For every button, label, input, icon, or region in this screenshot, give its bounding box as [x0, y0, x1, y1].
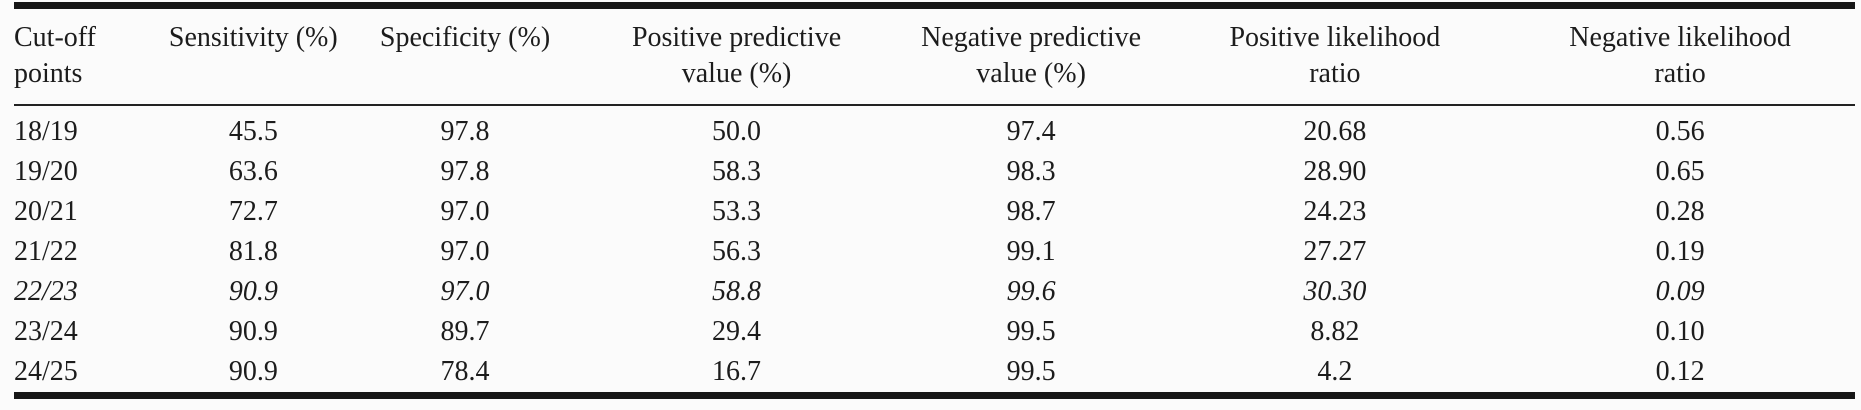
header-line: points — [14, 58, 83, 89]
col-header-negative-likelihood-ratio: Negative likelihood ratio — [1505, 5, 1855, 106]
header-row: Cut-off points Sensitivity (%) Specifici… — [14, 5, 1855, 106]
header-line: Positive predictive — [631, 22, 842, 53]
cell-npv: 98.7 — [1006, 196, 1056, 227]
cell-plr: 27.27 — [1303, 236, 1367, 267]
cell-specificity: 97.0 — [440, 196, 490, 227]
cell-plr: 8.82 — [1310, 316, 1360, 347]
table-row: 21/22 81.8 97.0 56.3 99.1 27.27 0.19 — [14, 232, 1855, 272]
col-header-specificity: Specificity (%) — [354, 5, 576, 106]
cell-cutoff: 21/22 — [14, 236, 78, 267]
cell-nlr: 0.12 — [1655, 356, 1705, 387]
cell-sensitivity: 72.7 — [228, 196, 278, 227]
cell-npv: 99.1 — [1006, 236, 1056, 267]
cell-nlr: 0.56 — [1655, 116, 1705, 147]
table-row-highlighted: 22/23 90.9 97.0 58.8 99.6 30.30 0.09 — [14, 272, 1855, 312]
cell-cutoff: 22/23 — [14, 276, 78, 307]
header-line: ratio — [1654, 58, 1706, 89]
cell-plr: 4.2 — [1317, 356, 1353, 387]
cell-specificity: 78.4 — [440, 356, 490, 387]
col-header-sensitivity: Sensitivity (%) — [152, 5, 355, 106]
cell-nlr: 0.28 — [1655, 196, 1705, 227]
cell-nlr: 0.65 — [1655, 156, 1705, 187]
header-line: value (%) — [976, 58, 1086, 89]
table-body: 18/19 45.5 97.8 50.0 97.4 20.68 0.56 19/… — [14, 105, 1855, 396]
cell-cutoff: 24/25 — [14, 356, 78, 387]
cell-plr: 24.23 — [1303, 196, 1367, 227]
cell-sensitivity: 81.8 — [228, 236, 278, 267]
cell-npv: 99.6 — [1006, 276, 1056, 307]
header-line: Negative predictive — [921, 22, 1142, 53]
cell-plr: 20.68 — [1303, 116, 1367, 147]
col-header-positive-predictive-value: Positive predictive value (%) — [575, 5, 898, 106]
table-row: 20/21 72.7 97.0 53.3 98.7 24.23 0.28 — [14, 192, 1855, 232]
header-line: Cut-off — [14, 22, 96, 53]
cell-npv: 97.4 — [1006, 116, 1056, 147]
header-line: Specificity (%) — [379, 22, 551, 53]
cell-plr: 30.30 — [1303, 276, 1367, 307]
cell-ppv: 53.3 — [712, 196, 762, 227]
header-line: Sensitivity (%) — [168, 22, 338, 53]
header-line: value (%) — [681, 58, 792, 89]
cell-cutoff: 19/20 — [14, 156, 78, 187]
cell-sensitivity: 90.9 — [228, 356, 278, 387]
cell-cutoff: 20/21 — [14, 196, 78, 227]
header-line: Positive likelihood — [1229, 22, 1441, 53]
table-row: 18/19 45.5 97.8 50.0 97.4 20.68 0.56 — [14, 105, 1855, 152]
cell-sensitivity: 63.6 — [228, 156, 278, 187]
cell-ppv: 58.3 — [712, 156, 762, 187]
cell-ppv: 16.7 — [712, 356, 762, 387]
cell-specificity: 97.0 — [440, 276, 490, 307]
cell-plr: 28.90 — [1303, 156, 1367, 187]
cell-specificity: 89.7 — [440, 316, 490, 347]
col-header-negative-predictive-value: Negative predictive value (%) — [897, 5, 1165, 106]
table-row: 24/25 90.9 78.4 16.7 99.5 4.2 0.12 — [14, 352, 1855, 396]
cell-sensitivity: 90.9 — [228, 276, 278, 307]
col-header-cutoff-points: Cut-off points — [14, 5, 153, 106]
cell-ppv: 50.0 — [712, 116, 762, 147]
table-row: 19/20 63.6 97.8 58.3 98.3 28.90 0.65 — [14, 152, 1855, 192]
cell-nlr: 0.10 — [1655, 316, 1705, 347]
cell-sensitivity: 90.9 — [228, 316, 278, 347]
cell-cutoff: 23/24 — [14, 316, 78, 347]
cell-specificity: 97.8 — [440, 116, 490, 147]
cell-ppv: 29.4 — [712, 316, 762, 347]
table-row: 23/24 90.9 89.7 29.4 99.5 8.82 0.10 — [14, 312, 1855, 352]
cell-npv: 99.5 — [1006, 316, 1056, 347]
col-header-positive-likelihood-ratio: Positive likelihood ratio — [1164, 5, 1506, 106]
cell-ppv: 58.8 — [712, 276, 762, 307]
diagnostic-accuracy-table: Cut-off points Sensitivity (%) Specifici… — [14, 2, 1855, 399]
cell-npv: 99.5 — [1006, 356, 1056, 387]
cell-specificity: 97.8 — [440, 156, 490, 187]
cell-npv: 98.3 — [1006, 156, 1056, 187]
cell-nlr: 0.09 — [1655, 276, 1705, 307]
cell-nlr: 0.19 — [1655, 236, 1705, 267]
cell-sensitivity: 45.5 — [228, 116, 278, 147]
cell-cutoff: 18/19 — [14, 116, 78, 147]
header-line: Negative likelihood — [1569, 22, 1791, 53]
cell-specificity: 97.0 — [440, 236, 490, 267]
header-line: ratio — [1309, 58, 1361, 89]
cell-ppv: 56.3 — [712, 236, 762, 267]
